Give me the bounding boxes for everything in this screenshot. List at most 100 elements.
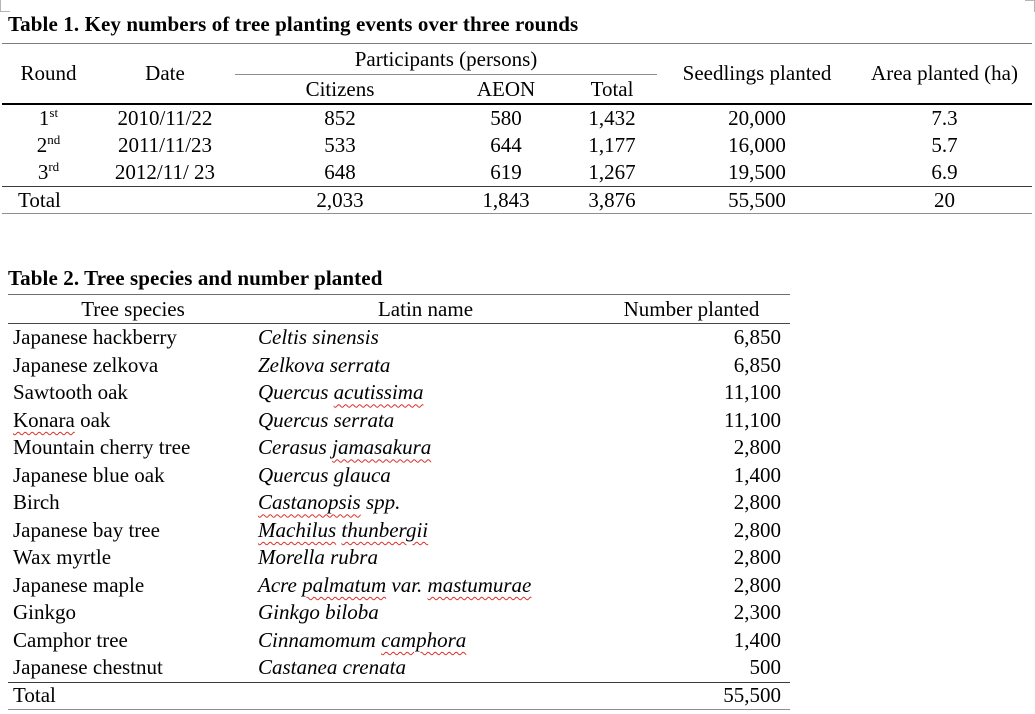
citizens-cell: 852 (324, 106, 356, 130)
table2-row: Mountain cherry tree Cerasus jamasakura … (8, 434, 790, 462)
area-cell: 7.3 (931, 106, 958, 130)
table1-header-sub-row: Citizens AEON Total (2, 75, 1032, 105)
species-cell: Japanese zelkova (13, 352, 159, 377)
seedlings-cell: 16,000 (728, 133, 786, 157)
aeon-cell: 644 (490, 133, 522, 157)
citizens-total-cell: 2,033 (316, 187, 364, 212)
area-cell: 6.9 (931, 160, 958, 184)
seedlings-cell: 20,000 (728, 106, 786, 130)
table1-header-seedlings: Seedlings planted (682, 61, 832, 85)
round-cell: 3rd (37, 159, 60, 184)
table2-row: Japanese zelkova Zelkova serrata 6,850 (8, 352, 790, 380)
total-total-cell: 3,876 (588, 187, 636, 212)
date-cell: 2011/11/23 (117, 133, 213, 157)
table2-header-latin: Latin name (258, 294, 593, 324)
number-planted-cell: 2,800 (733, 517, 781, 542)
table2-row: Wax myrtle Morella rubra 2,800 (8, 544, 790, 572)
latin-name-cell: Acre palmatum var. mastumurae (258, 572, 532, 597)
citizens-cell: 648 (324, 160, 356, 184)
round-cell: 2nd (36, 132, 61, 157)
table2-header-row: Tree species Latin name Number planted (8, 294, 790, 324)
table1-header-total: Total (590, 76, 634, 101)
area-cell: 5.7 (931, 133, 958, 157)
species-cell: Wax myrtle (13, 545, 112, 570)
latin-name-cell: Quercus glauca (258, 462, 391, 487)
species-cell: Japanese bay tree (13, 517, 160, 542)
aeon-total-cell: 1,843 (482, 187, 530, 212)
number-planted-cell: 1,400 (733, 462, 781, 487)
number-planted-cell: 1,400 (733, 627, 781, 652)
text-boundary-mark-top-right (1025, 0, 1035, 12)
species-cell: Ginkgo (13, 600, 76, 625)
aeon-cell: 580 (490, 106, 522, 130)
total-label-cell: Total (18, 187, 61, 212)
latin-name-cell: Machilus thunbergii (258, 517, 429, 542)
table1-header-area: Area planted (ha) (871, 61, 1018, 85)
species-cell: Japanese maple (13, 572, 145, 597)
table2-row: Japanese bay tree Machilus thunbergii 2,… (8, 517, 790, 545)
seedlings-cell: 19,500 (728, 160, 786, 184)
number-planted-cell: 500 (749, 655, 782, 680)
species-cell: Mountain cherry tree (13, 435, 191, 460)
total-cell: 1,432 (588, 106, 636, 130)
table1-header-aeon: AEON (476, 76, 536, 101)
date-cell: 2010/11/22 (117, 106, 213, 130)
number-total-cell: 55,500 (723, 683, 781, 707)
total-cell: 1,177 (588, 133, 636, 157)
date-cell: 2012/11/ 23 (114, 160, 216, 184)
number-planted-cell: 2,300 (733, 600, 781, 625)
table2-tree-species: Tree species Latin name Number planted J… (8, 294, 790, 710)
number-planted-cell: 2,800 (733, 572, 781, 597)
table2-row: Ginkgo Ginkgo biloba 2,300 (8, 599, 790, 627)
area-total-cell: 20 (934, 187, 956, 212)
text-boundary-mark-top-left (0, 0, 10, 12)
aeon-cell: 619 (490, 160, 522, 184)
table1-header-group-row: Round Date Participants (persons) Seedli… (2, 43, 1032, 85)
table2-header-number: Number planted (593, 294, 790, 324)
table1-row-2: 2nd 2011/11/23 533 644 1,177 16,000 5.7 (2, 132, 1032, 159)
table1-total-row: Total 2,033 1,843 3,876 55,500 20 (2, 186, 1033, 214)
table1-row-3: 3rd 2012/11/ 23 648 619 1,267 19,500 6.9 (2, 159, 1032, 187)
number-planted-cell: 11,100 (724, 380, 781, 405)
table2-row: Japanese chestnut Castanea crenata 500 (8, 654, 790, 682)
number-planted-cell: 11,100 (724, 407, 781, 432)
table2-row: Birch Castanopsis spp. 2,800 (8, 489, 790, 517)
number-planted-cell: 6,850 (733, 352, 781, 377)
species-cell: Konara oak (13, 407, 111, 432)
table1-header-round: Round (20, 61, 77, 85)
latin-name-cell: Castanea crenata (258, 655, 406, 680)
latin-name-cell: Castanopsis spp. (258, 490, 401, 515)
table2-row: Sawtooth oak Quercus acutissima 11,100 (8, 379, 790, 407)
latin-name-cell: Celtis sinensis (258, 325, 379, 350)
number-planted-cell: 2,800 (733, 435, 781, 460)
species-cell: Japanese hackberry (13, 325, 177, 350)
table1-row-1: 1st 2010/11/22 852 580 1,432 20,000 7.3 (2, 104, 1032, 132)
table2-total-row: Total 55,500 (8, 682, 790, 709)
latin-name-cell: Ginkgo biloba (258, 600, 379, 625)
total-label-cell: Total (13, 683, 56, 707)
table1-header-participants-group: Participants (persons) (235, 43, 658, 75)
species-cell: Birch (13, 490, 60, 515)
species-cell: Japanese chestnut (13, 655, 163, 680)
latin-name-cell: Cinnamomum camphora (258, 627, 467, 652)
species-cell: Sawtooth oak (13, 380, 128, 405)
table1-header-citizens: Citizens (305, 76, 375, 101)
latin-name-cell: Quercus acutissima (258, 380, 424, 405)
number-planted-cell: 2,800 (733, 545, 781, 570)
citizens-cell: 533 (324, 133, 356, 157)
table2-caption: Table 2. Tree species and number planted (8, 266, 383, 290)
table2-row: Japanese hackberry Celtis sinensis 6,850 (8, 324, 790, 352)
round-cell: 1st (38, 105, 59, 130)
table1-tree-planting-events: Round Date Participants (persons) Seedli… (2, 43, 1033, 214)
table2-header-species: Tree species (8, 294, 258, 324)
table1-header-date: Date (145, 61, 185, 85)
latin-name-cell: Quercus serrata (258, 407, 395, 432)
table2-row: Camphor tree Cinnamomum camphora 1,400 (8, 627, 790, 655)
table2-row: Konara oak Quercus serrata 11,100 (8, 407, 790, 435)
latin-name-cell: Cerasus jamasakura (258, 435, 432, 460)
latin-name-cell: Zelkova serrata (258, 352, 391, 377)
number-planted-cell: 6,850 (733, 325, 781, 350)
species-cell: Japanese blue oak (13, 462, 165, 487)
species-cell: Camphor tree (13, 627, 128, 652)
